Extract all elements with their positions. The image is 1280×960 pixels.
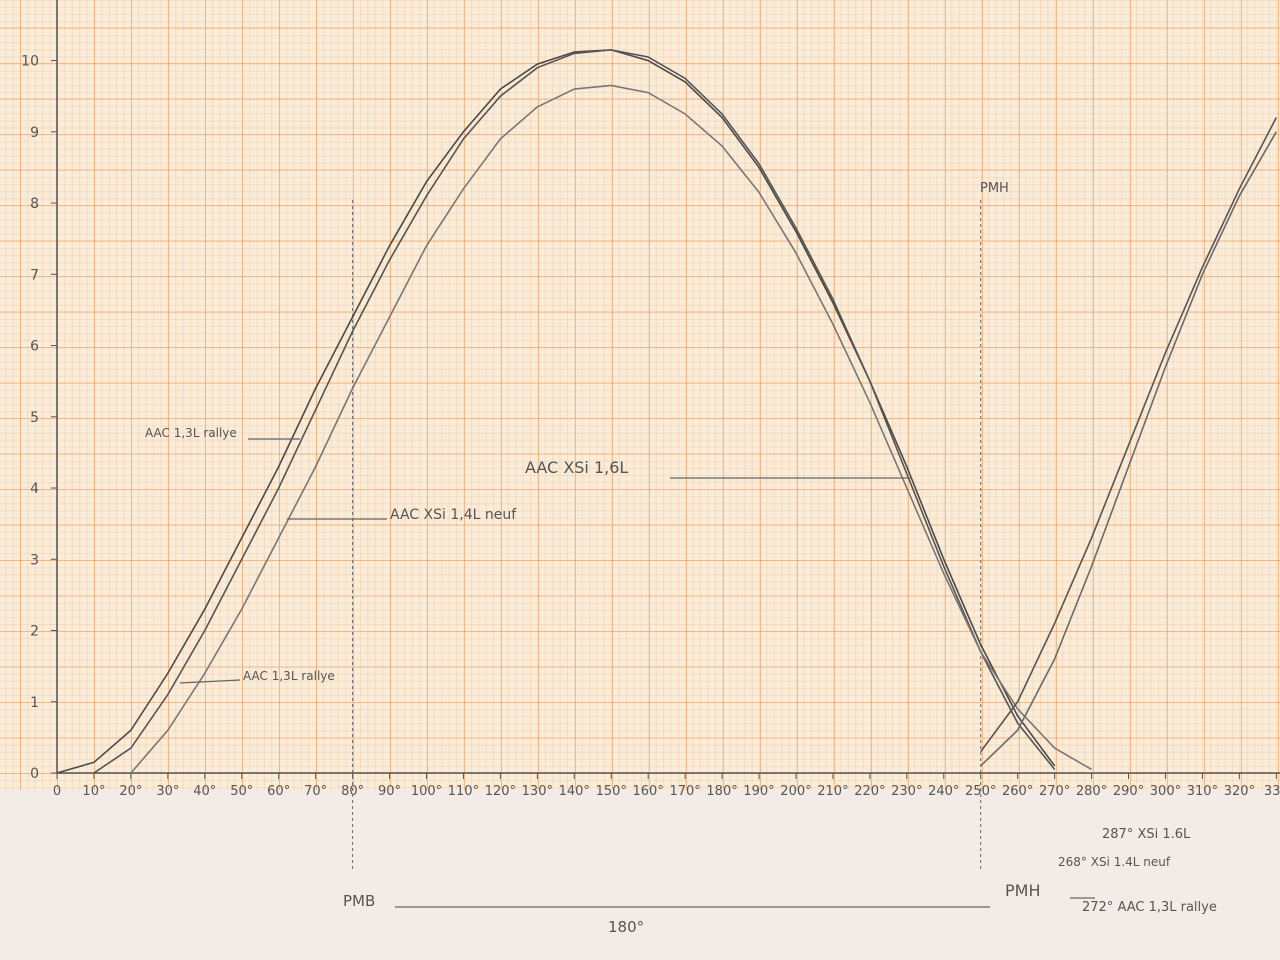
annotation: 180°	[608, 918, 644, 936]
x-tick-label: 40°	[193, 784, 216, 799]
x-tick-label: 30°	[156, 784, 179, 799]
x-tick-label: 190°	[743, 784, 774, 799]
x-tick-label: 150°	[596, 784, 627, 799]
x-tick-label: 320°	[1224, 784, 1255, 799]
y-tick-label: 2	[30, 624, 39, 640]
annotation: PMH	[980, 181, 1009, 196]
x-tick-label: 0	[53, 784, 61, 799]
y-tick-label: 10	[21, 54, 39, 70]
x-tick-label: 210°	[817, 784, 848, 799]
y-tick-label: 1	[30, 695, 39, 711]
x-tick-label: 70°	[304, 784, 327, 799]
x-tick-label: 290°	[1113, 784, 1144, 799]
y-tick-label: 4	[30, 481, 39, 497]
x-tick-label: 60°	[267, 784, 290, 799]
x-tick-label: 200°	[780, 784, 811, 799]
annotation: 268° XSi 1.4L neuf	[1058, 855, 1171, 869]
y-tick-label: 5	[30, 410, 39, 426]
y-tick-label: 6	[30, 339, 39, 355]
x-tick-label: 330	[1264, 784, 1280, 799]
x-tick-label: 250°	[965, 784, 996, 799]
y-tick-label: 0	[30, 766, 39, 782]
x-tick-label: 50°	[230, 784, 253, 799]
x-tick-label: 120°	[485, 784, 516, 799]
x-tick-label: 220°	[854, 784, 885, 799]
annotation: 287° XSi 1.6L	[1102, 827, 1191, 842]
annotation: AAC 1,3L rallye	[243, 669, 335, 683]
annotation: AAC 1,3L rallye	[145, 426, 237, 440]
arrow	[179, 679, 241, 684]
curve	[56, 49, 1056, 774]
curve	[130, 84, 1092, 774]
curve	[980, 131, 1278, 767]
x-tick-label: 10°	[82, 784, 105, 799]
x-tick-label: 300°	[1150, 784, 1181, 799]
y-tick-label: 8	[30, 196, 39, 212]
annotation: AAC XSi 1,4L neuf	[390, 507, 517, 523]
annotation: PMB	[343, 892, 375, 910]
x-tick-label: 310°	[1187, 784, 1218, 799]
x-tick-label: 20°	[119, 784, 142, 799]
paper-margin	[0, 790, 1280, 960]
x-tick-label: 90°	[378, 784, 401, 799]
y-tick-label: 3	[30, 552, 39, 568]
x-tick-label: 80°	[341, 784, 364, 799]
annotation: 272° AAC 1,3L rallye	[1082, 900, 1217, 915]
curve	[93, 49, 1056, 774]
x-tick-label: 280°	[1076, 784, 1107, 799]
annotation: PMH	[1005, 881, 1040, 900]
x-tick-label: 240°	[928, 784, 959, 799]
x-tick-label: 170°	[669, 784, 700, 799]
y-tick-label: 9	[30, 125, 39, 141]
x-tick-label: 230°	[891, 784, 922, 799]
y-tick-label: 7	[30, 267, 39, 283]
x-tick-label: 160°	[633, 784, 664, 799]
annotation: AAC XSi 1,6L	[525, 458, 628, 477]
x-tick-label: 110°	[448, 784, 479, 799]
curve	[980, 117, 1278, 753]
x-tick-label: 100°	[411, 784, 442, 799]
x-tick-label: 180°	[706, 784, 737, 799]
x-tick-label: 130°	[522, 784, 553, 799]
x-tick-label: 270°	[1039, 784, 1070, 799]
x-tick-label: 260°	[1002, 784, 1033, 799]
x-tick-label: 140°	[559, 784, 590, 799]
